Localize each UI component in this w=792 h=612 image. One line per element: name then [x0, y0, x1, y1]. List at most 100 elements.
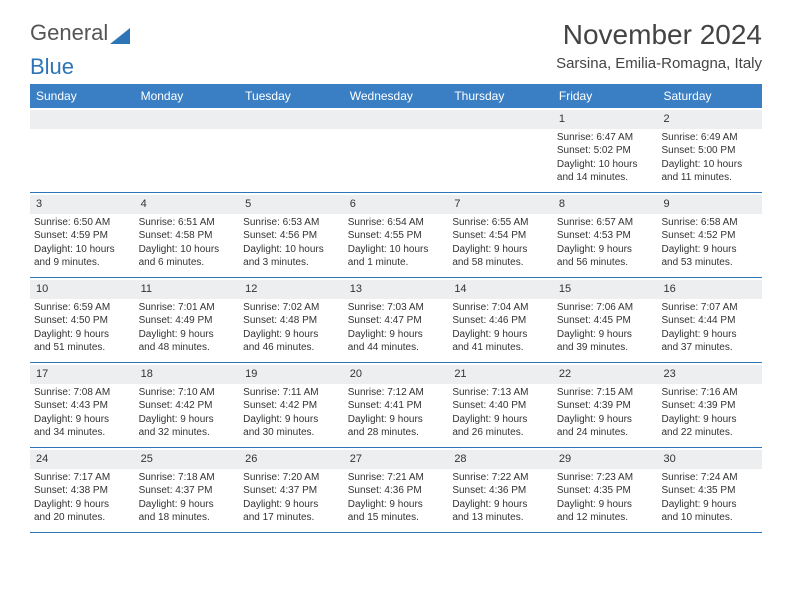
sunrise-text: Sunrise: 7:18 AM	[139, 471, 236, 485]
sunset-text: Sunset: 4:50 PM	[34, 314, 131, 328]
location-text: Sarsina, Emilia-Romagna, Italy	[556, 55, 762, 72]
daylight1-text: Daylight: 9 hours	[452, 413, 549, 427]
day-header-wed: Wednesday	[344, 84, 449, 108]
date-number: 27	[344, 450, 449, 469]
date-number	[448, 110, 553, 129]
day-header-mon: Monday	[135, 84, 240, 108]
daylight2-text: and 39 minutes.	[557, 341, 654, 355]
logo: General	[30, 20, 130, 46]
daylight2-text: and 48 minutes.	[139, 341, 236, 355]
day-cell: 20Sunrise: 7:12 AMSunset: 4:41 PMDayligh…	[344, 363, 449, 447]
sunrise-text: Sunrise: 7:17 AM	[34, 471, 131, 485]
sunset-text: Sunset: 4:53 PM	[557, 229, 654, 243]
sunset-text: Sunset: 4:55 PM	[348, 229, 445, 243]
daylight2-text: and 58 minutes.	[452, 256, 549, 270]
sunset-text: Sunset: 4:56 PM	[243, 229, 340, 243]
date-number	[344, 110, 449, 129]
date-number: 10	[30, 280, 135, 299]
sunrise-text: Sunrise: 7:10 AM	[139, 386, 236, 400]
day-cell: 28Sunrise: 7:22 AMSunset: 4:36 PMDayligh…	[448, 448, 553, 532]
sunset-text: Sunset: 4:37 PM	[139, 484, 236, 498]
daylight2-text: and 13 minutes.	[452, 511, 549, 525]
date-number: 9	[657, 195, 762, 214]
sunset-text: Sunset: 4:36 PM	[348, 484, 445, 498]
sunset-text: Sunset: 4:41 PM	[348, 399, 445, 413]
daylight2-text: and 10 minutes.	[661, 511, 758, 525]
daylight2-text: and 20 minutes.	[34, 511, 131, 525]
sunset-text: Sunset: 4:54 PM	[452, 229, 549, 243]
daylight1-text: Daylight: 10 hours	[661, 158, 758, 172]
sunrise-text: Sunrise: 7:13 AM	[452, 386, 549, 400]
daylight1-text: Daylight: 9 hours	[661, 328, 758, 342]
sunset-text: Sunset: 4:47 PM	[348, 314, 445, 328]
date-number: 12	[239, 280, 344, 299]
daylight1-text: Daylight: 9 hours	[139, 413, 236, 427]
day-cell: 25Sunrise: 7:18 AMSunset: 4:37 PMDayligh…	[135, 448, 240, 532]
logo-text-general: General	[30, 20, 108, 46]
daylight1-text: Daylight: 9 hours	[452, 498, 549, 512]
date-number: 28	[448, 450, 553, 469]
daylight2-text: and 14 minutes.	[557, 171, 654, 185]
sunset-text: Sunset: 4:58 PM	[139, 229, 236, 243]
day-cell: 29Sunrise: 7:23 AMSunset: 4:35 PMDayligh…	[553, 448, 658, 532]
daylight1-text: Daylight: 10 hours	[139, 243, 236, 257]
day-header-fri: Friday	[553, 84, 658, 108]
day-cell: 22Sunrise: 7:15 AMSunset: 4:39 PMDayligh…	[553, 363, 658, 447]
sunrise-text: Sunrise: 6:50 AM	[34, 216, 131, 230]
daylight2-text: and 18 minutes.	[139, 511, 236, 525]
sunset-text: Sunset: 4:44 PM	[661, 314, 758, 328]
daylight1-text: Daylight: 10 hours	[243, 243, 340, 257]
date-number: 19	[239, 365, 344, 384]
daylight1-text: Daylight: 9 hours	[34, 498, 131, 512]
daylight1-text: Daylight: 9 hours	[139, 328, 236, 342]
week-row: 1Sunrise: 6:47 AMSunset: 5:02 PMDaylight…	[30, 108, 762, 193]
daylight1-text: Daylight: 9 hours	[348, 413, 445, 427]
day-header-tue: Tuesday	[239, 84, 344, 108]
daylight1-text: Daylight: 9 hours	[348, 498, 445, 512]
sunrise-text: Sunrise: 7:15 AM	[557, 386, 654, 400]
daylight2-text: and 3 minutes.	[243, 256, 340, 270]
date-number: 2	[657, 110, 762, 129]
date-number: 21	[448, 365, 553, 384]
daylight1-text: Daylight: 10 hours	[557, 158, 654, 172]
sunrise-text: Sunrise: 7:02 AM	[243, 301, 340, 315]
daylight1-text: Daylight: 9 hours	[34, 328, 131, 342]
date-number: 14	[448, 280, 553, 299]
daylight1-text: Daylight: 9 hours	[661, 498, 758, 512]
date-number: 23	[657, 365, 762, 384]
day-cell: 15Sunrise: 7:06 AMSunset: 4:45 PMDayligh…	[553, 278, 658, 362]
sunrise-text: Sunrise: 7:04 AM	[452, 301, 549, 315]
sunrise-text: Sunrise: 6:55 AM	[452, 216, 549, 230]
sunrise-text: Sunrise: 6:53 AM	[243, 216, 340, 230]
daylight1-text: Daylight: 9 hours	[661, 243, 758, 257]
day-cell: 14Sunrise: 7:04 AMSunset: 4:46 PMDayligh…	[448, 278, 553, 362]
date-number: 4	[135, 195, 240, 214]
calendar: Sunday Monday Tuesday Wednesday Thursday…	[30, 84, 762, 533]
sunset-text: Sunset: 4:49 PM	[139, 314, 236, 328]
daylight2-text: and 51 minutes.	[34, 341, 131, 355]
logo-triangle-icon	[110, 28, 130, 44]
sunrise-text: Sunrise: 7:06 AM	[557, 301, 654, 315]
day-cell	[448, 108, 553, 192]
sunrise-text: Sunrise: 6:54 AM	[348, 216, 445, 230]
day-cell: 23Sunrise: 7:16 AMSunset: 4:39 PMDayligh…	[657, 363, 762, 447]
date-number	[135, 110, 240, 129]
day-cell: 19Sunrise: 7:11 AMSunset: 4:42 PMDayligh…	[239, 363, 344, 447]
weeks-container: 1Sunrise: 6:47 AMSunset: 5:02 PMDaylight…	[30, 108, 762, 533]
sunrise-text: Sunrise: 6:57 AM	[557, 216, 654, 230]
daylight1-text: Daylight: 9 hours	[661, 413, 758, 427]
daylight2-text: and 44 minutes.	[348, 341, 445, 355]
calendar-page: General November 2024 Sarsina, Emilia-Ro…	[0, 0, 792, 553]
page-header: General November 2024 Sarsina, Emilia-Ro…	[30, 20, 762, 72]
date-number: 8	[553, 195, 658, 214]
daylight2-text: and 32 minutes.	[139, 426, 236, 440]
date-number: 11	[135, 280, 240, 299]
sunset-text: Sunset: 5:02 PM	[557, 144, 654, 158]
date-number: 3	[30, 195, 135, 214]
daylight2-text: and 11 minutes.	[661, 171, 758, 185]
sunrise-text: Sunrise: 6:51 AM	[139, 216, 236, 230]
daylight1-text: Daylight: 9 hours	[243, 413, 340, 427]
day-cell: 18Sunrise: 7:10 AMSunset: 4:42 PMDayligh…	[135, 363, 240, 447]
daylight2-text: and 46 minutes.	[243, 341, 340, 355]
daylight2-text: and 9 minutes.	[34, 256, 131, 270]
